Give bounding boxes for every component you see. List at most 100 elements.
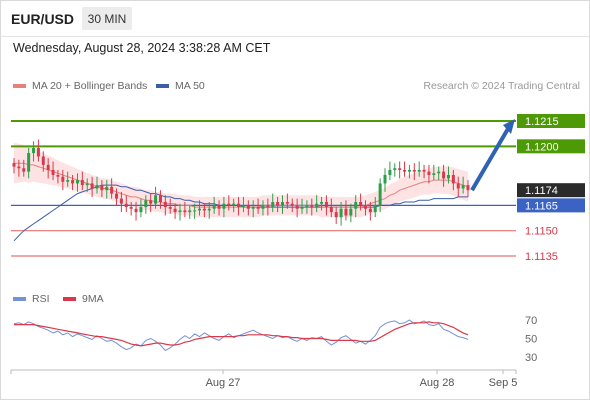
candle-body xyxy=(417,169,421,172)
level-tag xyxy=(517,198,585,213)
candle-body xyxy=(232,203,236,206)
candle xyxy=(217,200,221,216)
candle xyxy=(315,195,319,213)
candle-body xyxy=(178,210,182,213)
candle-body xyxy=(149,200,153,204)
x-tick-label: Sep 5 xyxy=(489,377,518,389)
candle xyxy=(241,196,245,213)
candle xyxy=(22,159,26,177)
candle-body xyxy=(222,203,226,209)
candle-body xyxy=(193,210,197,212)
candle xyxy=(193,203,197,219)
candle-body xyxy=(168,207,172,209)
candle xyxy=(95,176,99,194)
candle xyxy=(232,198,236,213)
candle-body xyxy=(359,202,363,206)
level-1.1200: 1.1200 xyxy=(11,139,585,154)
candle-body xyxy=(46,164,50,170)
legend-ma50: MA 50 xyxy=(156,80,205,92)
candle-body xyxy=(158,195,162,202)
candle xyxy=(27,148,31,179)
candle xyxy=(305,200,309,214)
candle-body xyxy=(32,148,36,154)
candle-body xyxy=(290,203,294,206)
candle xyxy=(61,169,65,191)
candle xyxy=(163,195,167,216)
level-label: 1.1200 xyxy=(525,141,559,153)
candle-body xyxy=(41,156,45,165)
level-label: 1.1150 xyxy=(525,226,558,238)
candle-body xyxy=(17,166,21,169)
candle-body xyxy=(280,202,284,206)
candle xyxy=(271,193,275,213)
candle xyxy=(461,176,465,194)
candle xyxy=(32,141,36,162)
candle xyxy=(17,159,21,177)
level-1.1135: 1.1135 xyxy=(11,251,558,263)
candle xyxy=(227,195,231,211)
candle xyxy=(417,161,421,177)
candle xyxy=(246,200,250,216)
candle-body xyxy=(90,183,94,189)
candle-body xyxy=(295,205,299,209)
candle-body xyxy=(266,205,270,208)
candle xyxy=(324,195,328,216)
symbol-title: EUR/USD xyxy=(11,11,75,27)
candle-body xyxy=(241,205,245,208)
candle xyxy=(329,198,333,218)
candle-body xyxy=(202,208,206,211)
level-1.1165: 1.1165 xyxy=(11,198,585,213)
legend-rsi-ma: 9MA xyxy=(63,293,104,305)
candle xyxy=(105,180,109,199)
candle-body xyxy=(451,175,455,184)
level-1.1174: 1.1174 xyxy=(517,183,585,198)
candle-body xyxy=(407,169,411,172)
candle xyxy=(432,164,436,181)
candle xyxy=(251,200,255,218)
timeframe-badge[interactable]: 30 MIN xyxy=(82,7,132,30)
candle-body xyxy=(285,202,289,204)
credit-label: Research © 2024 Trading Central xyxy=(423,80,580,92)
rsi-tick-30: 30 xyxy=(525,352,537,364)
candle xyxy=(198,200,202,216)
candle xyxy=(407,164,411,179)
candle xyxy=(466,180,470,197)
candle xyxy=(442,164,446,187)
x-tick-label: Aug 27 xyxy=(206,377,241,389)
candle xyxy=(393,163,397,177)
candle-body xyxy=(412,169,416,172)
candle-body xyxy=(154,195,158,204)
ma20-line xyxy=(14,162,469,208)
candle xyxy=(207,202,211,219)
candle-body xyxy=(300,207,304,209)
candle xyxy=(403,161,407,177)
candles xyxy=(12,139,470,226)
candle xyxy=(334,207,338,224)
ma20-label: MA 20 + Bollinger Bands xyxy=(32,80,148,92)
candle xyxy=(388,161,392,181)
candle-body xyxy=(207,208,211,211)
candle xyxy=(173,203,177,219)
x-tick-label: Aug 28 xyxy=(420,377,455,389)
candle-body xyxy=(349,208,353,216)
candle xyxy=(280,195,284,214)
candle-body xyxy=(66,180,70,182)
candle-body xyxy=(227,203,231,206)
candle xyxy=(437,166,441,181)
level-tag xyxy=(517,114,585,128)
candle-body xyxy=(334,212,338,218)
level-label: 1.1135 xyxy=(525,251,558,263)
candle-body xyxy=(432,173,436,175)
candle xyxy=(110,178,114,199)
candle-body xyxy=(27,153,31,172)
candle xyxy=(398,161,402,179)
candle xyxy=(368,202,372,221)
candle xyxy=(90,176,94,197)
bollinger-band xyxy=(14,142,468,218)
ma20-swatch xyxy=(13,84,26,88)
candle xyxy=(451,169,455,191)
candle xyxy=(295,198,299,218)
candle xyxy=(80,171,84,191)
candle-body xyxy=(115,193,119,199)
rsi-label: RSI xyxy=(32,293,50,305)
